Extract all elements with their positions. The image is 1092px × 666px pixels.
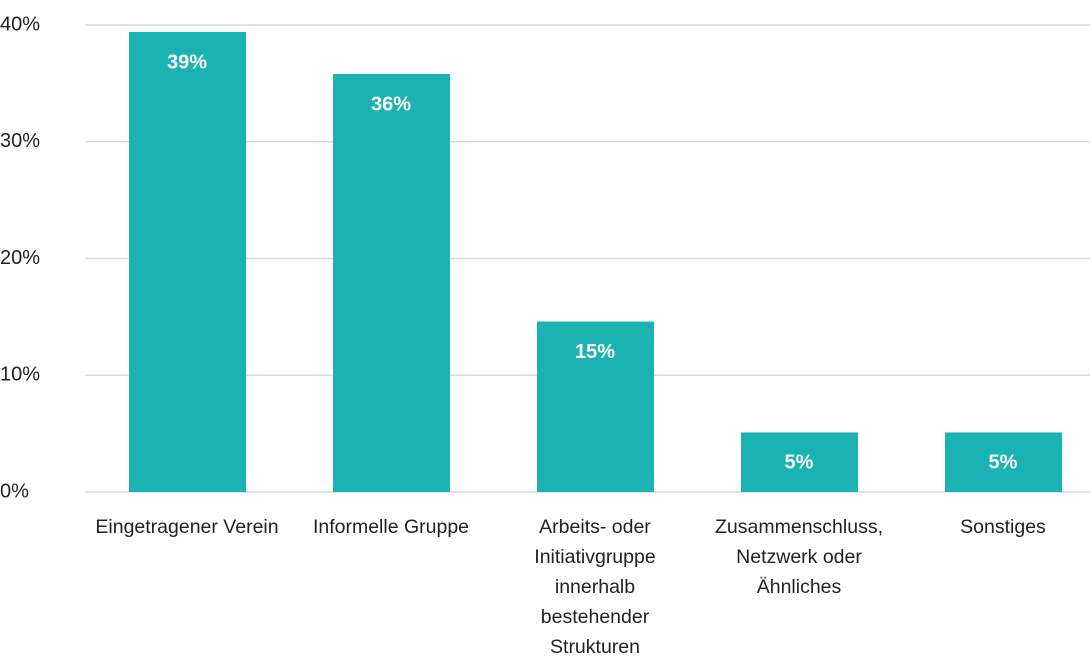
x-tick-label: Informelle Gruppe — [312, 516, 470, 538]
x-tick-label: Sonstiges — [960, 516, 1046, 538]
value-label: 36% — [371, 93, 411, 115]
bar — [741, 432, 858, 492]
y-tick-label: 10% — [0, 364, 40, 386]
value-label: 15% — [575, 341, 615, 363]
y-tick-label: 0% — [0, 480, 29, 502]
x-tick-label: Eingetragener Verein — [95, 516, 279, 538]
value-label: 5% — [989, 452, 1018, 474]
bar — [129, 32, 246, 492]
y-tick-label: 30% — [0, 130, 40, 152]
y-tick-label: 20% — [0, 247, 40, 269]
value-label: 39% — [167, 51, 207, 73]
x-tick-label: Arbeits- oder Initiativgruppe innerhalb … — [534, 516, 656, 658]
x-tick-label: Zusammenschluss, Netzwerk oder Ähnliches — [715, 516, 883, 598]
y-tick-label: 40% — [0, 13, 40, 35]
value-label: 5% — [785, 452, 814, 474]
bar — [333, 74, 450, 492]
bar — [537, 321, 654, 492]
bar — [945, 432, 1062, 492]
